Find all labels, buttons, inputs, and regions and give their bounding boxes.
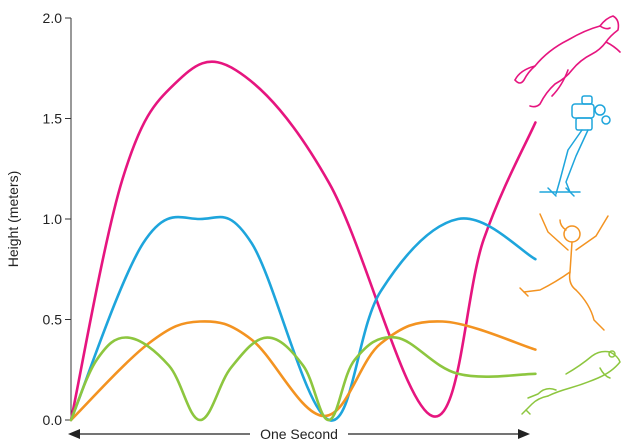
x-axis-arrow-right-head xyxy=(518,429,530,439)
leaping-woman-icon xyxy=(519,213,609,331)
series-line-4 xyxy=(69,335,537,422)
y-axis-title: Height (meters) xyxy=(5,171,21,267)
y-tick-label: 1.0 xyxy=(43,211,63,227)
series-line-1 xyxy=(69,60,537,422)
x-axis-arrow: One Second xyxy=(68,424,530,444)
cougar-leaping-icon xyxy=(514,15,621,108)
y-tick-label: 0.0 xyxy=(43,412,63,428)
x-axis-arrow-left-head xyxy=(68,429,80,439)
y-tick-label: 2.0 xyxy=(43,10,63,26)
x-axis-title-bg xyxy=(250,424,348,444)
series-layer xyxy=(69,60,537,422)
leaping-frog-icon xyxy=(521,350,621,415)
y-tick-label: 1.5 xyxy=(43,111,63,127)
series-line-3 xyxy=(69,320,537,422)
y-tick-label: 0.5 xyxy=(43,312,63,328)
jumping-robot-icon xyxy=(539,95,611,197)
x-axis-title: One Second xyxy=(260,426,338,442)
y-ticks: 0.0 0.5 1.0 1.5 2.0 xyxy=(43,10,71,428)
